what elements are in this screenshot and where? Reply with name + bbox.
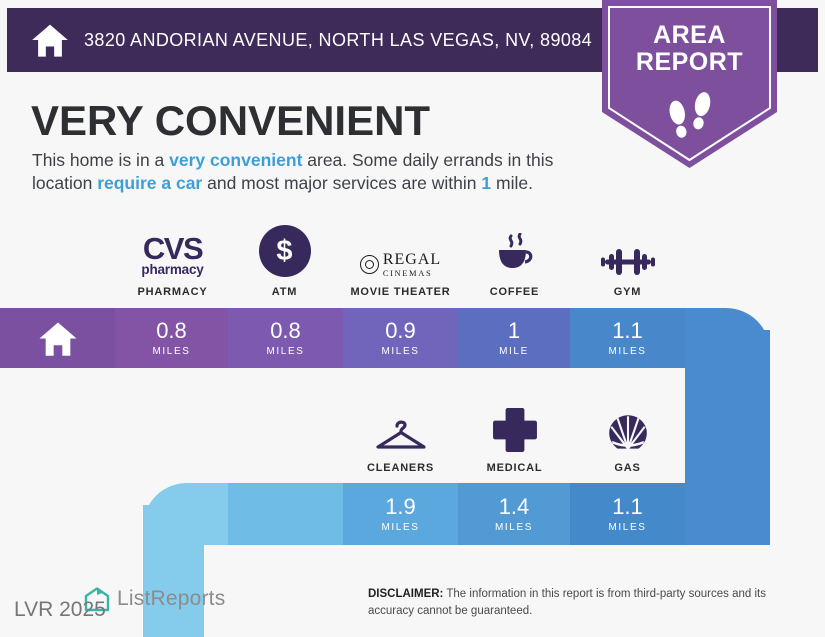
path-segment-cleaners: 1.9 MILES <box>343 483 458 545</box>
distance-coffee: 1 MILE <box>499 318 529 357</box>
path-segment-movie-theater: 0.9 MILES <box>343 308 458 368</box>
subtitle-text: This home is in a <box>32 150 170 170</box>
path-segment-atm: 0.8 MILES <box>228 308 343 368</box>
distance-unit: MILES <box>266 345 305 357</box>
distance-unit: MILES <box>608 521 647 533</box>
distance-value: 1.4 <box>498 494 530 520</box>
path-segment-gym: 1.1 MILES <box>570 308 685 368</box>
coffee-cup-icon <box>492 233 538 277</box>
place-label: PHARMACY <box>137 286 208 298</box>
home-icon <box>39 321 76 356</box>
path-segment-home <box>0 308 115 368</box>
hanger-icon <box>375 419 427 453</box>
cvs-pharmacy-logo: CVS pharmacy <box>141 233 203 277</box>
distance-unit: MILE <box>499 345 529 357</box>
cvs-wordmark: CVS <box>142 231 204 266</box>
brand-name: ListReports <box>117 587 226 610</box>
path-segment-medical: 1.4 MILES <box>458 483 570 545</box>
badge-line2: REPORT <box>635 48 744 76</box>
subtitle-text: area. Some daily errands in this locatio… <box>32 150 554 193</box>
distance-gym: 1.1 MILES <box>608 318 647 357</box>
medical-cross-icon <box>492 407 538 453</box>
listreports-house-icon <box>84 587 110 612</box>
distance-cleaners: 1.9 MILES <box>381 494 420 533</box>
place-label: GYM <box>613 286 642 298</box>
place-label: CLEANERS <box>367 462 434 474</box>
distance-path-row2: 1.9 MILES 1.4 MILES 1.1 MILES <box>143 483 685 545</box>
distance-unit: MILES <box>381 521 420 533</box>
path-segment-pharmacy: 0.8 MILES <box>115 308 228 368</box>
cinemas-word: CINEMAS <box>382 267 433 278</box>
place-gas: GAS <box>570 394 685 474</box>
path-segment-filler <box>228 483 343 545</box>
regal-word: REGAL <box>382 250 442 268</box>
listreports-logo: ListReports <box>84 586 225 612</box>
path-segment-gas: 1.1 MILES <box>570 483 685 545</box>
dumbbell-icon <box>599 247 657 277</box>
property-address: 3820 ANDORIAN AVENUE, NORTH LAS VEGAS, N… <box>84 29 593 50</box>
highlight-very-convenient: very convenient <box>169 150 303 170</box>
badge-title: AREA REPORT <box>602 22 777 76</box>
place-pharmacy: CVS pharmacy PHARMACY <box>115 214 230 298</box>
path-corner-left <box>143 483 228 545</box>
page-title: VERY CONVENIENT <box>31 97 431 144</box>
distance-path-row1: 0.8 MILES 0.8 MILES 0.9 MILES 1 MILE 1.1 <box>0 308 770 368</box>
distance-unit: MILES <box>381 345 420 357</box>
dollar-circle-icon: $ <box>258 225 311 277</box>
place-gym: GYM <box>570 214 685 298</box>
watermark-lvr: LVR 2025 <box>14 598 106 621</box>
place-atm: $ ATM <box>227 214 342 298</box>
disclaimer: DISCLAIMER: The information in this repo… <box>368 586 800 619</box>
shell-logo-icon <box>605 413 651 453</box>
area-report-badge: AREA REPORT <box>602 0 777 172</box>
distance-value: 0.9 <box>385 318 416 344</box>
distance-medical: 1.4 MILES <box>494 494 533 533</box>
highlight-require-a-car: require a car <box>97 172 203 193</box>
place-coffee: COFFEE <box>457 214 572 298</box>
distance-unit: MILES <box>608 345 647 357</box>
home-icon <box>32 24 68 57</box>
badge-line1: AREA <box>653 21 726 49</box>
disclaimer-label: DISCLAIMER: <box>368 588 444 600</box>
place-movie-theater: REGAL CINEMAS MOVIE THEATER <box>343 214 458 298</box>
disclaimer-text: The information in this report is from t… <box>368 588 766 617</box>
inner-corner-mask-bottom <box>204 545 825 637</box>
subtitle-text: and most major services are within <box>202 172 482 193</box>
place-label: MOVIE THEATER <box>350 286 451 298</box>
place-label: ATM <box>271 286 298 298</box>
path-segment-coffee: 1 MILE <box>458 308 570 368</box>
regal-cinemas-logo: REGAL CINEMAS <box>359 250 442 278</box>
distance-value: 1 <box>507 318 521 344</box>
distance-value: 1.1 <box>612 318 643 344</box>
distance-pharmacy: 0.8 MILES <box>152 318 191 357</box>
subtitle: This home is in a very convenient area. … <box>32 149 588 195</box>
place-cleaners: CLEANERS <box>343 394 458 474</box>
path-corner-right <box>685 308 770 368</box>
regal-crest-icon <box>359 254 379 274</box>
place-medical: MEDICAL <box>457 394 572 474</box>
inner-corner-mask-top <box>0 368 685 483</box>
distance-value: 1.9 <box>385 494 416 520</box>
subtitle-text: mile. <box>491 172 533 193</box>
place-label: MEDICAL <box>486 462 543 474</box>
place-label: GAS <box>614 462 641 474</box>
pennant-ribbon <box>602 0 777 168</box>
distance-unit: MILES <box>494 521 533 533</box>
distance-movie-theater: 0.9 MILES <box>381 318 420 357</box>
distance-value: 0.8 <box>156 318 187 344</box>
dollar-symbol: $ <box>276 234 293 267</box>
distance-unit: MILES <box>152 345 191 357</box>
distance-value: 0.8 <box>270 318 301 344</box>
highlight-one-mile: 1 <box>481 172 492 193</box>
cvs-pharmacy-word: pharmacy <box>141 262 204 277</box>
distance-gas: 1.1 MILES <box>608 494 647 533</box>
distance-atm: 0.8 MILES <box>266 318 305 357</box>
distance-value: 1.1 <box>612 494 643 520</box>
footprints-icon <box>669 92 711 138</box>
place-label: COFFEE <box>489 286 540 298</box>
